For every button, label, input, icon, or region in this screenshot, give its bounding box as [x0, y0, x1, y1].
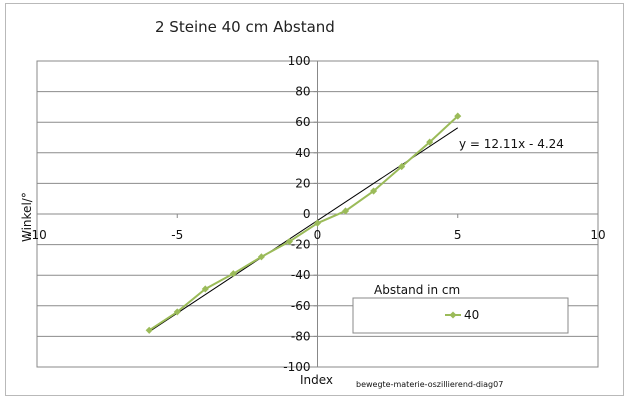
- data-point: [173, 308, 181, 316]
- y-tick-label: 0: [303, 207, 311, 221]
- y-tick-label: -80: [291, 329, 311, 343]
- x-tick-label: -5: [171, 228, 183, 242]
- x-axis-label: Index: [300, 373, 333, 387]
- data-point: [257, 253, 265, 261]
- data-point: [201, 285, 209, 293]
- data-point: [229, 270, 237, 278]
- y-tick-label: -100: [283, 360, 310, 374]
- y-tick-label: 20: [295, 176, 310, 190]
- data-point: [398, 163, 406, 171]
- data-point: [426, 138, 434, 146]
- data-point: [370, 187, 378, 195]
- chart-title: 2 Steine 40 cm Abstand: [155, 18, 335, 36]
- series-40: [145, 112, 462, 334]
- y-ticks: -100 -80 -60 -40 -20 0 20 40 60 80 100: [283, 54, 318, 374]
- y-tick-label: -40: [291, 268, 311, 282]
- trendline-equation: y = 12.11x - 4.24: [459, 137, 564, 151]
- data-point: [342, 207, 350, 215]
- x-tick-label: -10: [27, 228, 47, 242]
- legend-entry-40: 40: [464, 308, 479, 322]
- data-point: [145, 326, 153, 334]
- x-ticks: -10 -5 0 5 10: [27, 214, 606, 242]
- y-tick-label: 40: [295, 146, 310, 160]
- x-tick-label: 10: [590, 228, 605, 242]
- y-tick-label: 60: [295, 115, 310, 129]
- data-point: [313, 219, 322, 227]
- legend-swatch-marker: [449, 311, 457, 319]
- y-tick-label: 100: [288, 54, 311, 68]
- series-line: [148, 115, 459, 332]
- x-tick-label: 5: [454, 228, 462, 242]
- y-tick-label: -60: [291, 299, 311, 313]
- data-point: [285, 238, 293, 246]
- chart-frame: [5, 3, 624, 396]
- y-tick-label: 80: [295, 85, 310, 99]
- footnote-annotation: bewegte-materie-oszillierend-diag07: [356, 380, 503, 389]
- legend-title: Abstand in cm: [374, 283, 460, 297]
- x-tick-label: 0: [314, 228, 322, 242]
- data-point: [454, 112, 462, 120]
- y-axis-label: Winkel/°: [20, 192, 34, 242]
- y-tick-label: -20: [291, 238, 311, 252]
